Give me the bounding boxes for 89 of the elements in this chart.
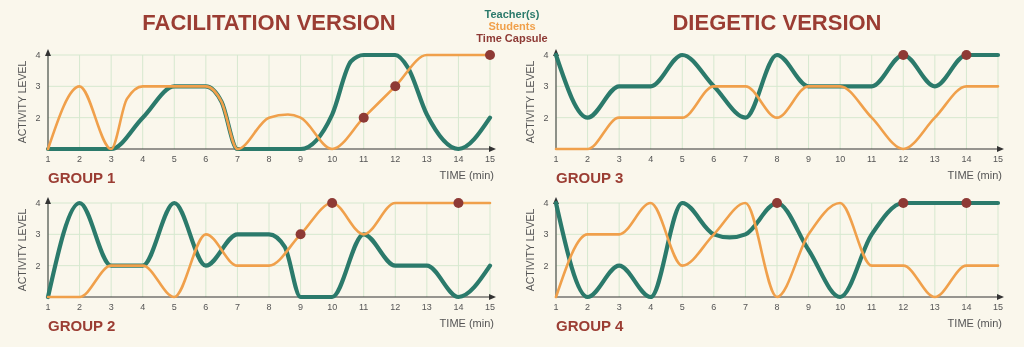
x-tick-label: 10: [835, 302, 846, 312]
x-tick-label: 9: [298, 302, 304, 312]
x-tick-label: 12: [898, 302, 909, 312]
x-tick-label: 1: [45, 154, 51, 164]
y-tick-label: 3: [35, 81, 41, 92]
chart-title: DIEGETIC VERSION: [672, 10, 882, 35]
x-tick-label: 7: [234, 154, 240, 164]
x-tick-label: 11: [867, 302, 877, 312]
y-axis-title: ACTIVITY LEVEL: [524, 60, 536, 144]
x-tick-label: 5: [679, 302, 685, 312]
x-tick-label: 13: [929, 302, 940, 312]
x-tick-label: 6: [711, 302, 717, 312]
x-tick-label: 5: [171, 302, 177, 312]
x-tick-label: 15: [992, 154, 1004, 164]
x-tick-label: 15: [484, 302, 496, 312]
x-tick-label: 12: [898, 154, 909, 164]
x-tick-label: 4: [140, 302, 146, 312]
x-tick-label: 3: [616, 154, 622, 164]
text: GROUP 1: [48, 169, 116, 186]
x-tick-label: 7: [234, 302, 240, 312]
y-tick-label: 3: [543, 81, 549, 92]
x-axis-title: TIME (min): [947, 317, 1002, 329]
x-tick-label: 4: [140, 154, 146, 164]
x-tick-label: 9: [298, 154, 304, 164]
x-tick-label: 3: [616, 302, 622, 312]
x-tick-label: 9: [806, 154, 812, 164]
text: Students: [488, 20, 536, 32]
x-tick-label: 4: [648, 154, 654, 164]
y-tick-label: 4: [543, 198, 549, 208]
x-tick-label: 8: [266, 154, 272, 164]
x-tick-label: 14: [453, 302, 464, 312]
x-tick-label: 2: [77, 154, 83, 164]
x-tick-label: 13: [421, 154, 432, 164]
x-tick-label: 5: [679, 154, 685, 164]
x-axis-title: TIME (min): [439, 169, 494, 181]
x-tick-label: 10: [327, 154, 338, 164]
x-tick-label: 8: [774, 302, 780, 312]
x-tick-label: 14: [961, 302, 972, 312]
x-tick-label: 12: [390, 154, 401, 164]
x-tick-label: 12: [390, 302, 401, 312]
x-tick-label: 5: [171, 154, 177, 164]
x-tick-label: 11: [867, 154, 877, 164]
x-tick-label: 13: [421, 302, 432, 312]
x-tick-label: 1: [45, 302, 51, 312]
y-axis-title: ACTIVITY LEVEL: [16, 60, 28, 144]
x-axis-title: TIME (min): [947, 169, 1002, 181]
x-tick-label: 6: [203, 154, 209, 164]
text: Teacher(s): [484, 8, 540, 20]
x-tick-label: 14: [453, 154, 464, 164]
y-tick-label: 2: [35, 260, 41, 271]
y-tick-label: 4: [35, 198, 41, 208]
x-tick-label: 7: [742, 302, 748, 312]
y-axis-title: ACTIVITY LEVEL: [524, 208, 536, 292]
x-tick-label: 11: [359, 154, 369, 164]
x-tick-label: 11: [359, 302, 369, 312]
x-tick-label: 1: [553, 154, 559, 164]
text: GROUP 4: [556, 317, 624, 334]
x-tick-label: 14: [961, 154, 972, 164]
x-tick-label: 15: [992, 302, 1004, 312]
y-tick-label: 4: [543, 50, 549, 60]
x-tick-label: 8: [266, 302, 272, 312]
y-tick-label: 2: [543, 112, 549, 123]
text: GROUP 2: [48, 317, 116, 334]
x-tick-label: 10: [835, 154, 846, 164]
x-tick-label: 7: [742, 154, 748, 164]
x-axis-title: TIME (min): [439, 317, 494, 329]
x-tick-label: 1: [553, 302, 559, 312]
y-tick-label: 3: [35, 229, 41, 240]
x-tick-label: 3: [108, 302, 114, 312]
y-tick-label: 3: [543, 229, 549, 240]
y-tick-label: 2: [35, 112, 41, 123]
x-tick-label: 6: [203, 302, 209, 312]
x-tick-label: 2: [585, 154, 591, 164]
x-tick-label: 9: [806, 302, 812, 312]
x-tick-label: 13: [929, 154, 940, 164]
chart-title: FACILITATION VERSION: [142, 10, 396, 35]
x-tick-label: 10: [327, 302, 338, 312]
series-label: Time Capsule: [476, 32, 548, 44]
y-tick-label: 2: [543, 260, 549, 271]
text: GROUP 3: [556, 169, 624, 186]
y-axis-title: ACTIVITY LEVEL: [16, 208, 28, 292]
x-tick-label: 3: [108, 154, 114, 164]
x-tick-label: 2: [585, 302, 591, 312]
x-tick-label: 2: [77, 302, 83, 312]
y-tick-label: 4: [35, 50, 41, 60]
x-tick-label: 4: [648, 302, 654, 312]
x-tick-label: 6: [711, 154, 717, 164]
x-tick-label: 15: [484, 154, 496, 164]
x-tick-label: 8: [774, 154, 780, 164]
